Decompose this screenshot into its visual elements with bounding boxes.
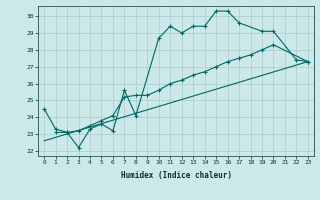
X-axis label: Humidex (Indice chaleur): Humidex (Indice chaleur) xyxy=(121,171,231,180)
